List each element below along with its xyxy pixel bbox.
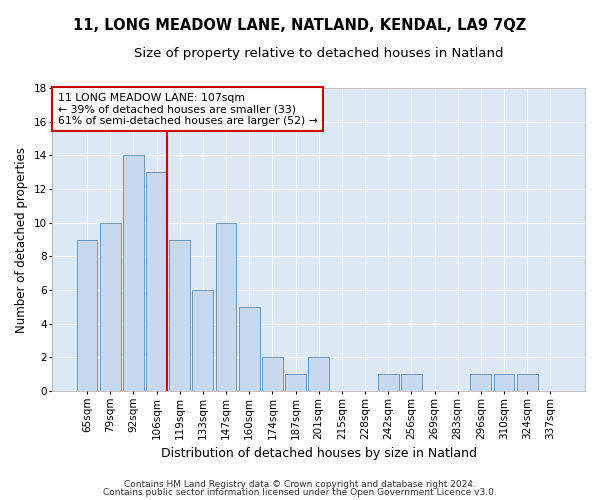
Bar bbox=[262, 358, 283, 391]
Bar bbox=[285, 374, 306, 391]
Bar bbox=[378, 374, 398, 391]
Bar bbox=[193, 290, 213, 391]
Y-axis label: Number of detached properties: Number of detached properties bbox=[15, 146, 28, 332]
Bar bbox=[169, 240, 190, 391]
X-axis label: Distribution of detached houses by size in Natland: Distribution of detached houses by size … bbox=[161, 447, 476, 460]
Bar bbox=[517, 374, 538, 391]
Bar bbox=[401, 374, 422, 391]
Bar bbox=[77, 240, 97, 391]
Text: 11 LONG MEADOW LANE: 107sqm
← 39% of detached houses are smaller (33)
61% of sem: 11 LONG MEADOW LANE: 107sqm ← 39% of det… bbox=[58, 92, 317, 126]
Bar bbox=[470, 374, 491, 391]
Text: Contains HM Land Registry data © Crown copyright and database right 2024.: Contains HM Land Registry data © Crown c… bbox=[124, 480, 476, 489]
Text: Contains public sector information licensed under the Open Government Licence v3: Contains public sector information licen… bbox=[103, 488, 497, 497]
Text: 11, LONG MEADOW LANE, NATLAND, KENDAL, LA9 7QZ: 11, LONG MEADOW LANE, NATLAND, KENDAL, L… bbox=[73, 18, 527, 32]
Bar bbox=[494, 374, 514, 391]
Title: Size of property relative to detached houses in Natland: Size of property relative to detached ho… bbox=[134, 48, 503, 60]
Bar bbox=[100, 222, 121, 391]
Bar bbox=[146, 172, 167, 391]
Bar bbox=[123, 156, 144, 391]
Bar bbox=[308, 358, 329, 391]
Bar bbox=[239, 307, 260, 391]
Bar bbox=[215, 222, 236, 391]
